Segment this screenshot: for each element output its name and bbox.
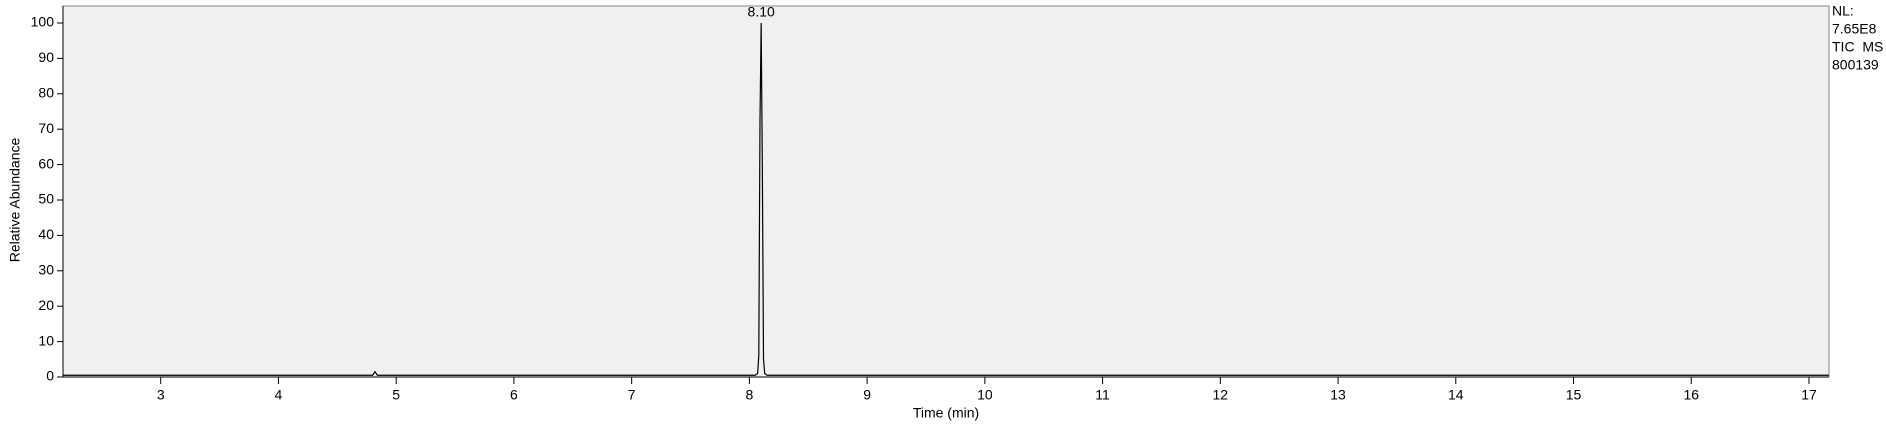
x-tick-label: 16 xyxy=(1683,387,1699,403)
side-info: 800139 xyxy=(1832,57,1879,73)
x-tick-label: 8 xyxy=(745,387,753,403)
y-axis-label: Relative Abundance xyxy=(7,138,23,263)
x-tick-label: 17 xyxy=(1801,387,1817,403)
y-tick-label: 90 xyxy=(38,49,54,65)
y-tick-label: 10 xyxy=(38,332,54,348)
peak-label: 8.10 xyxy=(748,4,775,20)
y-tick-label: 80 xyxy=(38,84,54,100)
y-tick-label: 0 xyxy=(46,368,54,384)
side-info: TIC MS xyxy=(1832,39,1883,55)
x-tick-label: 3 xyxy=(157,387,165,403)
x-axis-label: Time (min) xyxy=(913,405,979,421)
y-tick-label: 70 xyxy=(38,120,54,136)
trace xyxy=(63,22,1829,376)
x-tick-label: 13 xyxy=(1330,387,1346,403)
side-info: 7.65E8 xyxy=(1832,21,1877,37)
y-tick-label: 20 xyxy=(38,297,54,313)
y-tick-label: 100 xyxy=(31,14,55,30)
y-tick-label: 30 xyxy=(38,262,54,278)
x-tick-label: 11 xyxy=(1095,387,1110,403)
plot-area xyxy=(62,5,1830,378)
y-tick-label: 60 xyxy=(38,155,54,171)
x-tick-label: 12 xyxy=(1213,387,1229,403)
x-tick-label: 7 xyxy=(628,387,636,403)
x-tick-label: 14 xyxy=(1448,387,1464,403)
side-info: NL: xyxy=(1832,3,1854,19)
x-tick-label: 15 xyxy=(1566,387,1582,403)
y-tick-label: 50 xyxy=(38,191,54,207)
x-tick-label: 10 xyxy=(977,387,993,403)
y-tick-label: 40 xyxy=(38,226,54,242)
x-tick-label: 6 xyxy=(510,387,518,403)
x-tick-label: 4 xyxy=(275,387,283,403)
x-tick-label: 5 xyxy=(392,387,400,403)
x-tick-label: 9 xyxy=(863,387,871,403)
